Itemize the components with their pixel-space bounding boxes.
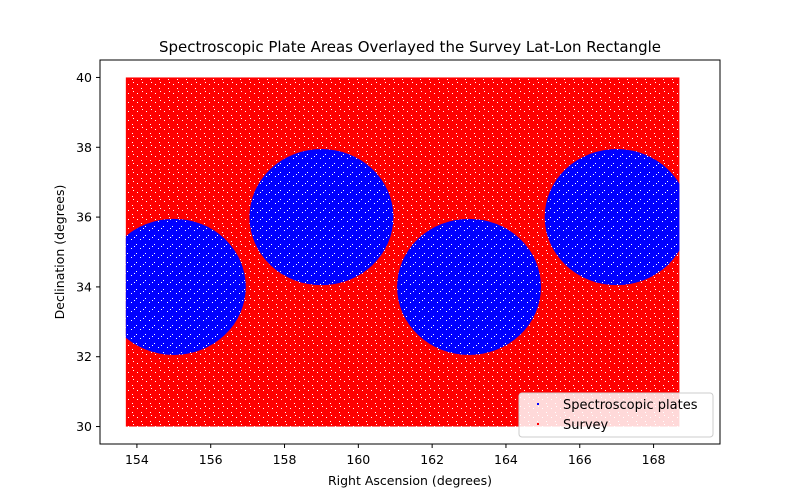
x-axis: 154 156 158 160 162 164 166 168 (125, 444, 666, 467)
x-tick-label: 158 (273, 452, 297, 467)
legend: Spectroscopic plates Survey (518, 392, 714, 438)
x-axis-label: Right Ascension (degrees) (328, 473, 492, 488)
y-axis: 30 32 34 36 38 40 (76, 70, 100, 434)
plates-group (125, 149, 680, 355)
x-tick-label: 154 (125, 452, 149, 467)
y-tick-label: 32 (76, 349, 92, 364)
y-tick-label: 30 (76, 419, 92, 434)
legend-marker-plates (537, 403, 539, 405)
plate-4 (544, 149, 680, 286)
y-axis-label: Declination (degrees) (52, 185, 67, 320)
y-tick-label: 34 (76, 279, 92, 294)
legend-marker-survey (537, 423, 539, 425)
chart-title: Spectroscopic Plate Areas Overlayed the … (159, 38, 661, 56)
legend-box (518, 392, 714, 438)
plate-1 (125, 218, 246, 355)
y-tick-label: 38 (76, 140, 92, 155)
x-tick-label: 162 (420, 452, 444, 467)
plot-area (125, 77, 680, 427)
legend-label-plates: Spectroscopic plates (563, 398, 698, 413)
axes-frame (99, 59, 721, 445)
x-tick-label: 164 (494, 452, 518, 467)
x-tick-label: 156 (199, 452, 223, 467)
x-tick-label: 160 (346, 452, 370, 467)
x-tick-label: 168 (642, 452, 666, 467)
y-tick-label: 40 (76, 70, 92, 85)
plate-3 (397, 218, 542, 355)
plate-2 (249, 149, 394, 286)
x-tick-label: 166 (568, 452, 592, 467)
legend-label-survey: Survey (563, 418, 609, 433)
y-tick-label: 36 (76, 210, 92, 225)
